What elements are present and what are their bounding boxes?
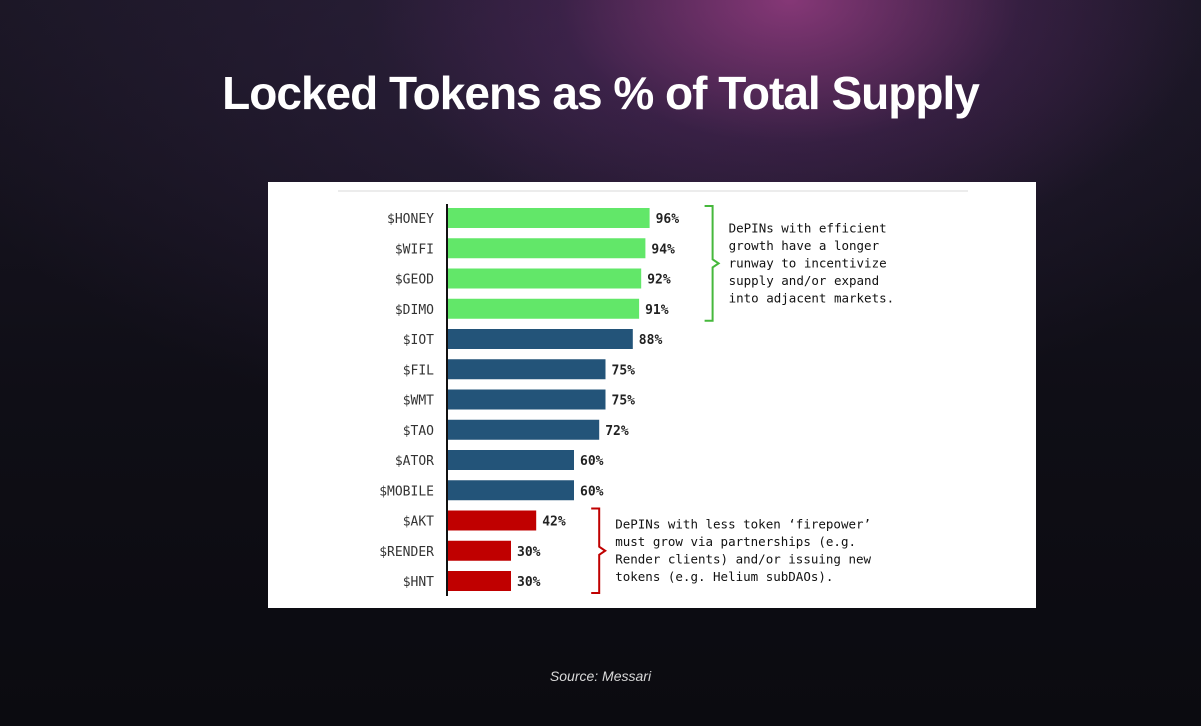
bar bbox=[448, 510, 537, 531]
bars-group: $HONEY 96% $WIFI 94% $GEOD 92% $DIMO 91% $IOT 88%… bbox=[379, 208, 679, 591]
value-label: 72% bbox=[605, 424, 629, 439]
annotation-text: Render clients) and/or issuing new bbox=[615, 552, 871, 567]
bar bbox=[448, 208, 650, 228]
annotation-text: supply and/or expand bbox=[729, 273, 880, 288]
annotation-text: DePINs with efficient bbox=[729, 220, 887, 235]
value-label: 88% bbox=[639, 333, 663, 348]
value-label: 30% bbox=[517, 575, 541, 590]
bar bbox=[448, 419, 600, 440]
category-label: $MOBILE bbox=[379, 484, 434, 499]
category-label: $HNT bbox=[403, 575, 434, 590]
value-label: 96% bbox=[656, 212, 680, 227]
value-label: 60% bbox=[580, 454, 604, 469]
bar bbox=[448, 329, 633, 349]
bar bbox=[448, 389, 606, 410]
annotation-text: tokens (e.g. Helium subDAOs). bbox=[615, 569, 833, 584]
value-label: 30% bbox=[517, 545, 541, 560]
category-label: $ATOR bbox=[395, 454, 434, 469]
category-label: $AKT bbox=[403, 515, 434, 530]
category-label: $WIFI bbox=[395, 242, 434, 257]
annotation-bracket bbox=[704, 205, 721, 322]
bar bbox=[448, 571, 511, 591]
category-label: $WMT bbox=[403, 394, 434, 409]
value-label: 91% bbox=[645, 303, 669, 318]
category-label: $FIL bbox=[403, 363, 434, 378]
bar bbox=[448, 480, 574, 501]
value-label: 42% bbox=[542, 515, 566, 530]
category-label: $RENDER bbox=[379, 545, 434, 560]
value-label: 60% bbox=[580, 484, 604, 499]
annotation-text: into adjacent markets. bbox=[729, 290, 895, 305]
bar bbox=[448, 268, 642, 289]
category-label: $HONEY bbox=[387, 212, 434, 227]
chart-panel: $HONEY 96% $WIFI 94% $GEOD 92% $DIMO 91% $IOT 88%… bbox=[268, 182, 1036, 608]
category-label: $DIMO bbox=[395, 303, 434, 318]
bar bbox=[448, 359, 606, 380]
value-label: 75% bbox=[612, 363, 636, 378]
category-label: $TAO bbox=[403, 424, 434, 439]
annotation-text: DePINs with less token ‘firepower’ bbox=[615, 517, 871, 532]
value-label: 75% bbox=[612, 394, 636, 409]
annotations-group: DePINs with efficient growth have a longe… bbox=[591, 205, 895, 594]
bar bbox=[448, 540, 511, 561]
category-label: $IOT bbox=[403, 333, 434, 348]
source-caption: Source: Messari bbox=[549, 668, 652, 684]
category-label: $GEOD bbox=[395, 273, 434, 288]
value-label: 94% bbox=[651, 242, 675, 257]
value-label: 92% bbox=[647, 273, 671, 288]
bar bbox=[448, 298, 640, 319]
bar bbox=[448, 238, 646, 259]
annotation-bracket bbox=[591, 507, 608, 594]
bar-chart: $HONEY 96% $WIFI 94% $GEOD 92% $DIMO 91% $IOT 88%… bbox=[338, 190, 968, 596]
annotation-text: runway to incentivize bbox=[729, 255, 887, 270]
page-title: Locked Tokens as % of Total Supply bbox=[222, 67, 980, 119]
bar bbox=[448, 450, 574, 470]
annotation-text: growth have a longer bbox=[729, 238, 880, 253]
annotation-text: must grow via partnerships (e.g. bbox=[615, 534, 856, 549]
